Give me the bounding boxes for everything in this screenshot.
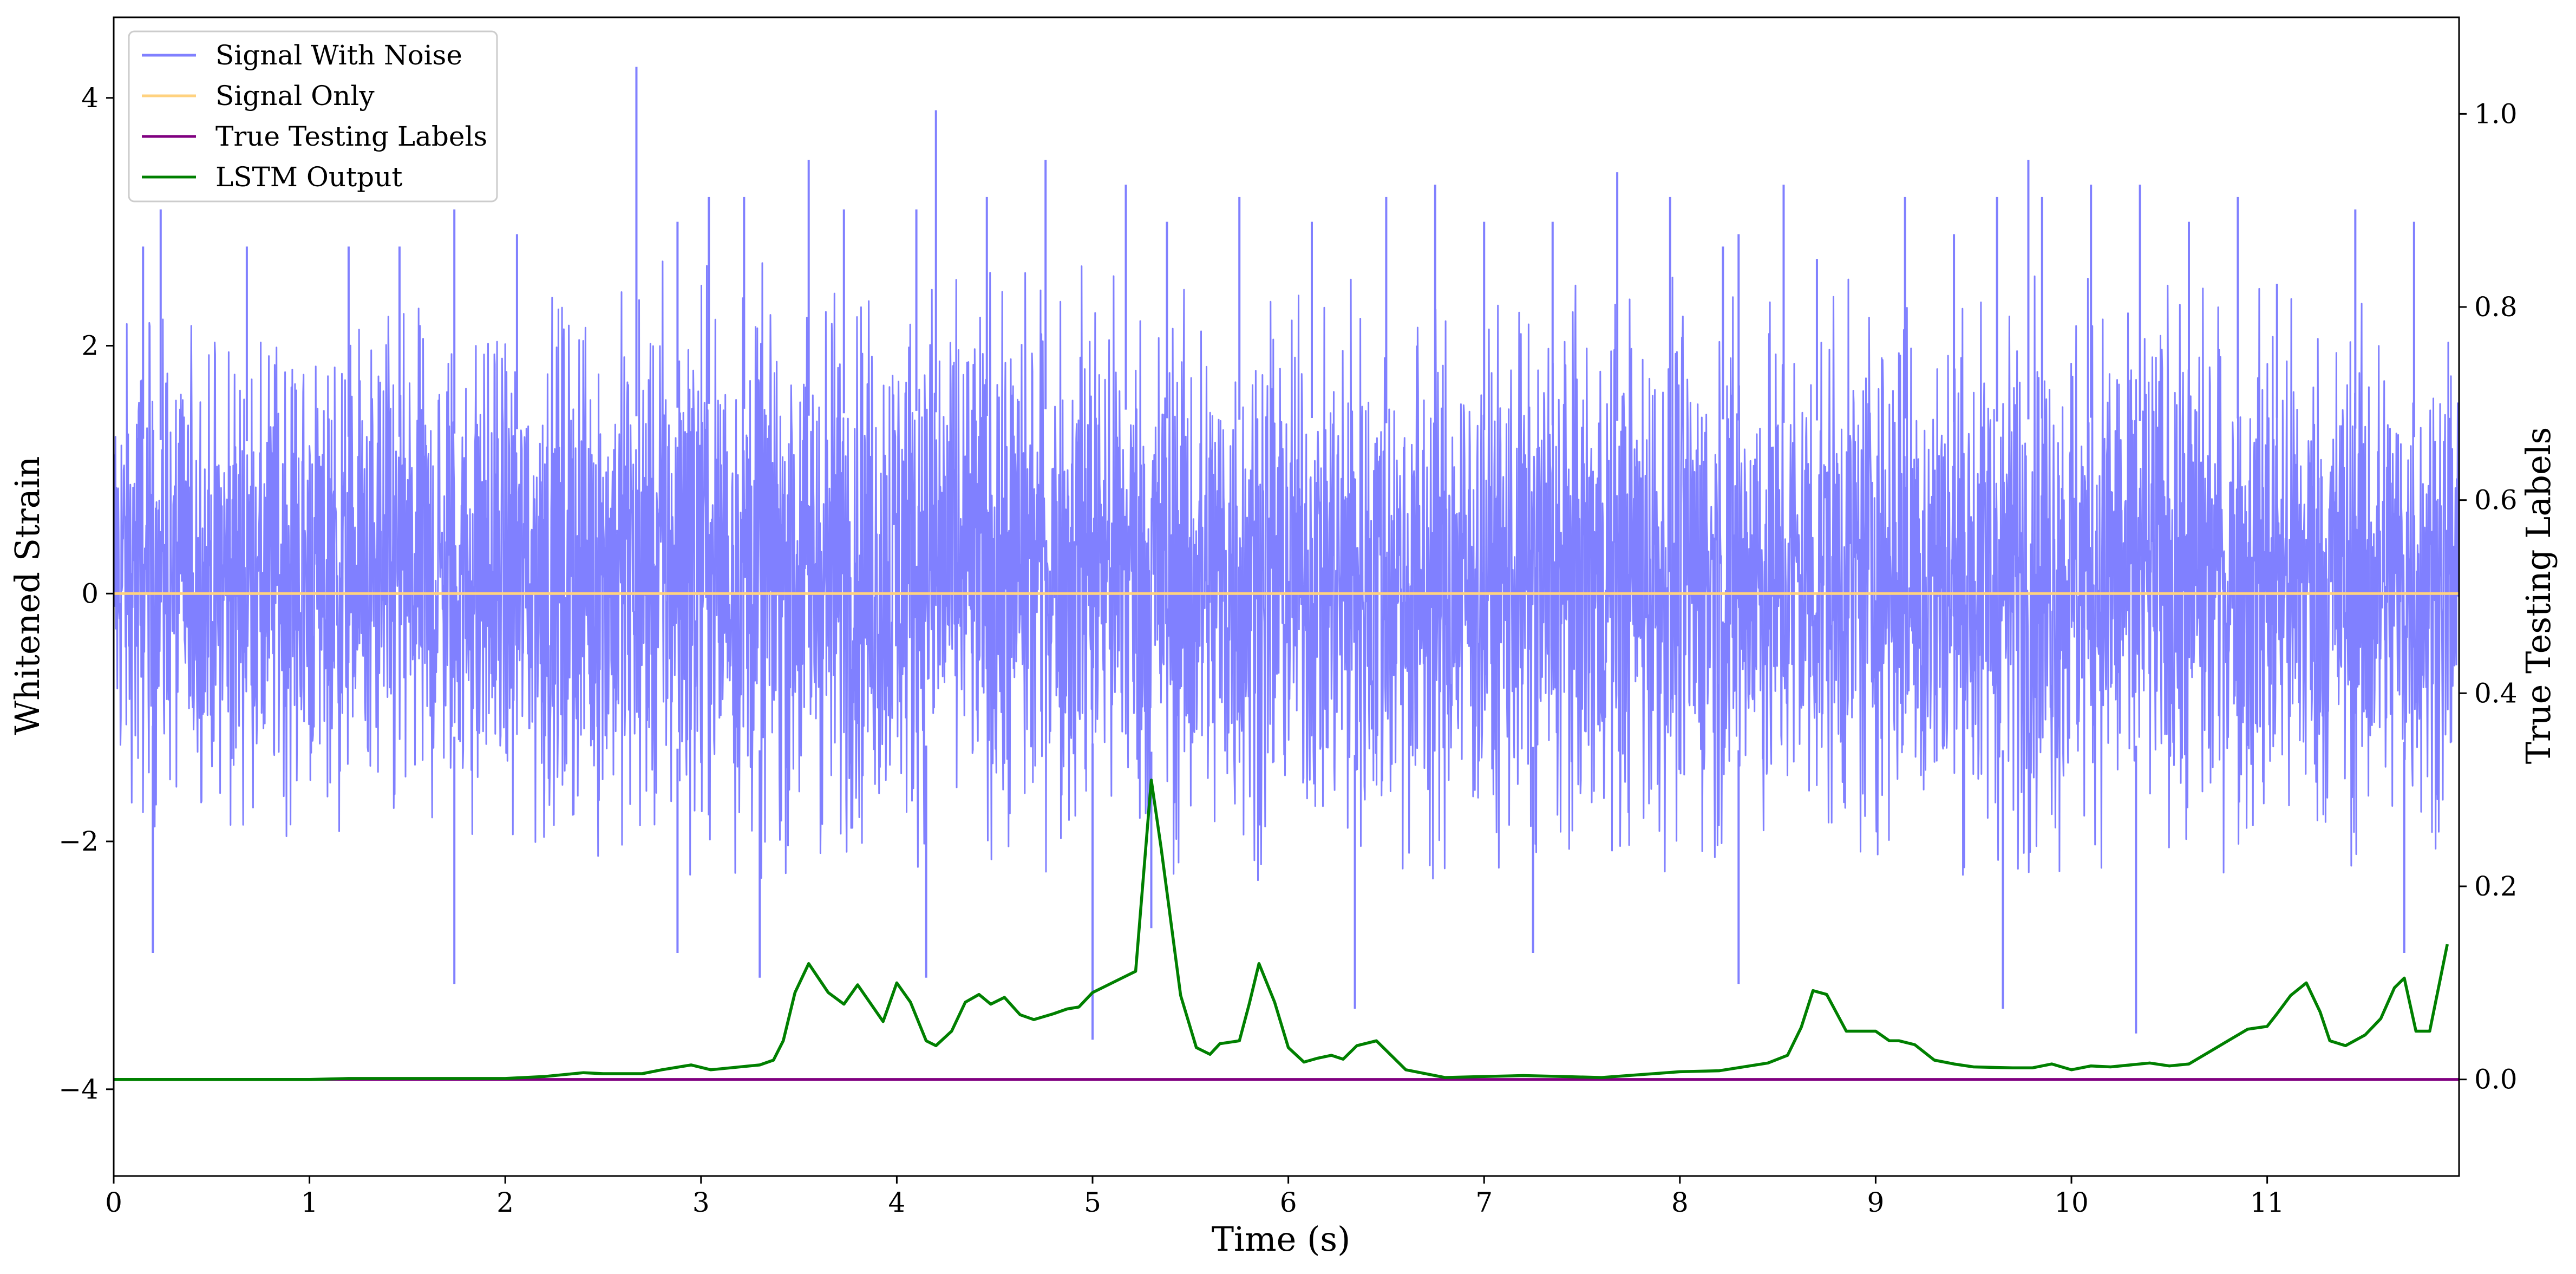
series-lstm-output xyxy=(114,779,2449,1081)
x-tick-label: 4 xyxy=(888,1187,906,1218)
series-signal-with-noise xyxy=(114,260,2459,881)
x-tick-label: 7 xyxy=(1475,1187,1493,1218)
x-tick-label: 9 xyxy=(1867,1187,1885,1218)
legend-label-true-testing-labels: True Testing Labels xyxy=(215,121,487,152)
legend-label-signal-with-noise: Signal With Noise xyxy=(215,40,462,71)
y2-tick-label: 0.2 xyxy=(2474,871,2518,902)
plot-frame xyxy=(113,16,2460,1177)
y2-tick-label: 0.8 xyxy=(2474,291,2518,323)
y2-tick-label: 1.0 xyxy=(2474,98,2518,129)
legend: Signal With Noise Signal Only True Testi… xyxy=(128,30,498,202)
legend-label-signal-only: Signal Only xyxy=(215,80,375,112)
x-axis-label: Time (s) xyxy=(1212,1219,1351,1259)
y2-tick-label: 0.0 xyxy=(2474,1064,2518,1095)
x-axis-ticks: 0 1 2 3 4 5 6 7 8 9 10 11 xyxy=(105,1176,2284,1218)
legend-box xyxy=(128,30,498,202)
y-tick-label: 2 xyxy=(81,330,99,362)
legend-label-lstm-output: LSTM Output xyxy=(215,161,402,193)
y2-tick-label: 0.6 xyxy=(2474,485,2518,516)
y2-axis-label: True Testing Labels xyxy=(2519,427,2558,765)
y-tick-label: 4 xyxy=(81,82,99,114)
y-axis-ticks: −4 −2 0 2 4 xyxy=(58,82,114,1105)
x-tick-label: 8 xyxy=(1671,1187,1689,1218)
x-tick-label: 1 xyxy=(301,1187,318,1218)
plot-area xyxy=(113,16,2460,1177)
y-axis-label: Whitened Strain xyxy=(8,456,47,735)
x-tick-label: 6 xyxy=(1280,1187,1297,1218)
series-layer xyxy=(114,67,2459,1081)
y-tick-label: 0 xyxy=(81,578,99,609)
y2-axis-ticks: 0.0 0.2 0.4 0.6 0.8 1.0 xyxy=(2459,98,2518,1095)
y2-tick-label: 0.4 xyxy=(2474,677,2518,709)
y-tick-label: −2 xyxy=(58,826,99,857)
x-tick-label: 10 xyxy=(2054,1187,2089,1218)
x-tick-label: 3 xyxy=(692,1187,710,1218)
x-tick-label: 5 xyxy=(1084,1187,1101,1218)
x-tick-label: 11 xyxy=(2250,1187,2285,1218)
x-tick-label: 2 xyxy=(496,1187,514,1218)
x-tick-label: 0 xyxy=(105,1187,122,1218)
y-tick-label: −4 xyxy=(58,1074,99,1105)
